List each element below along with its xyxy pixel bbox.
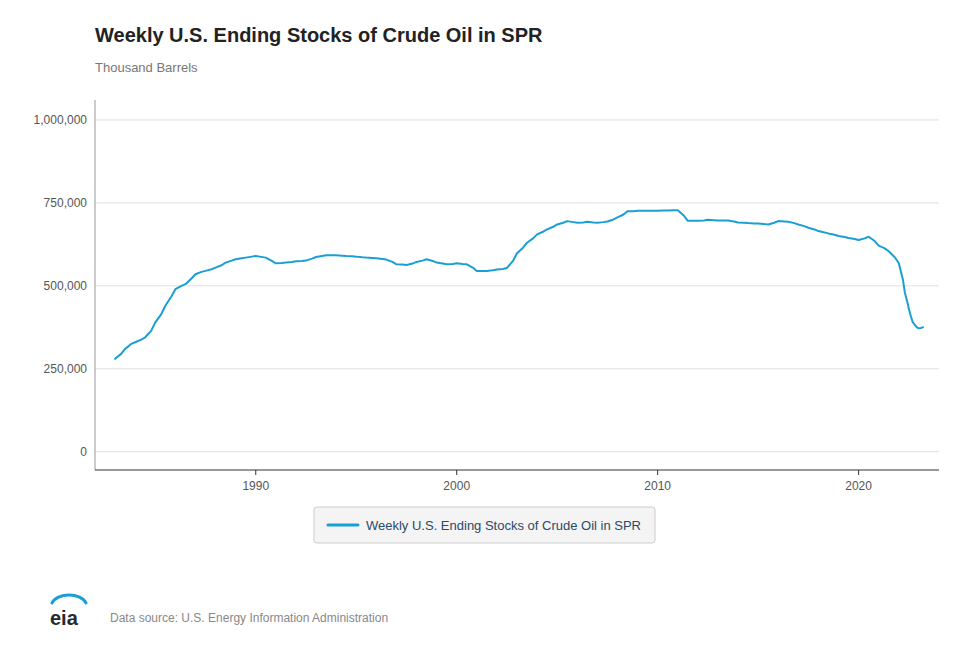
footer: eia Data source: U.S. Energy Information … <box>50 595 388 629</box>
y-tick-label: 500,000 <box>44 279 88 293</box>
x-axis: 1990 2000 2010 2020 <box>242 470 872 493</box>
background <box>0 0 969 647</box>
x-tick <box>858 470 859 475</box>
x-tick <box>657 470 658 475</box>
logo-text: eia <box>50 607 79 629</box>
grid-line <box>95 451 939 452</box>
legend-label: Weekly U.S. Ending Stocks of Crude Oil i… <box>366 518 641 533</box>
y-tick-label: 0 <box>80 445 87 459</box>
x-tick-label: 1990 <box>242 479 269 493</box>
logo-arc <box>52 595 86 603</box>
chart: Weekly U.S. Ending Stocks of Crude Oil i… <box>0 0 969 647</box>
plot-area <box>115 210 923 359</box>
y-tick-label: 750,000 <box>44 196 88 210</box>
y-tick-label: 1,000,000 <box>34 113 88 127</box>
x-axis-line <box>95 469 939 470</box>
grid-line <box>95 368 939 369</box>
y-axis-line <box>95 100 96 470</box>
line <box>115 210 923 359</box>
grid-line <box>95 119 939 120</box>
y-axis-label: Thousand Barrels <box>95 60 198 75</box>
x-tick <box>255 470 256 475</box>
legend: Weekly U.S. Ending Stocks of Crude Oil i… <box>314 507 655 543</box>
legend-swatch <box>328 524 358 527</box>
source-text: Data source: U.S. Energy Information Adm… <box>110 611 388 625</box>
grid-line <box>95 285 939 286</box>
y-tick-label: 250,000 <box>44 362 88 376</box>
x-tick-label: 2010 <box>644 479 671 493</box>
title: Weekly U.S. Ending Stocks of Crude Oil i… <box>95 24 543 46</box>
legend-box <box>314 507 655 543</box>
x-tick <box>456 470 457 475</box>
x-tick-label: 2000 <box>443 479 470 493</box>
y-axis: 0 250,000 500,000 750,000 1,000,000 <box>34 113 939 459</box>
grid-line <box>95 202 939 203</box>
x-tick-label: 2020 <box>845 479 872 493</box>
